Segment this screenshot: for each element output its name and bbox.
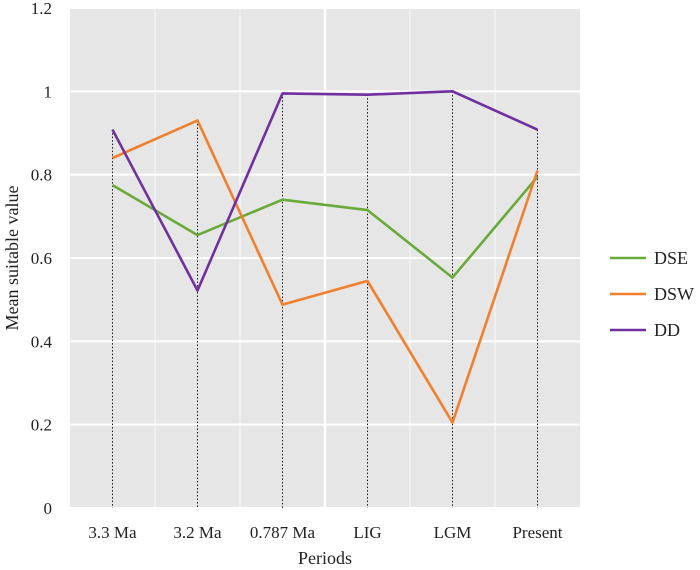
legend-label: DSW xyxy=(654,284,694,304)
drop-lines xyxy=(112,91,538,508)
y-tick-label: 0.2 xyxy=(31,416,52,435)
y-tick-label: 1 xyxy=(44,82,53,101)
x-tick-label: Present xyxy=(512,523,562,542)
legend-label: DSE xyxy=(654,248,688,268)
x-tick-label: LIG xyxy=(353,523,381,542)
legend: DSE DSW DD xyxy=(610,248,694,340)
grid-lines xyxy=(70,7,580,509)
x-tick-label: LGM xyxy=(434,523,472,542)
legend-label: DD xyxy=(654,320,680,340)
series-line-dse xyxy=(111,175,539,279)
y-axis-title: Mean suitable value xyxy=(2,186,22,331)
y-tick-label: 1.2 xyxy=(31,0,52,18)
series-line-dsw xyxy=(111,119,539,424)
x-tick-label: 3.2 Ma xyxy=(173,523,222,542)
y-tick-label: 0.6 xyxy=(31,249,52,268)
x-tick-label: 3.3 Ma xyxy=(88,523,137,542)
y-tick-label: 0 xyxy=(44,499,53,518)
x-axis-title: Periods xyxy=(298,548,352,568)
x-tick-labels: 3.3 Ma 3.2 Ma 0.787 Ma LIG LGM Present xyxy=(88,523,562,542)
series-line-dd xyxy=(111,90,539,292)
series-lines xyxy=(111,90,539,424)
y-tick-label: 0.8 xyxy=(31,166,52,185)
x-tick-label: 0.787 Ma xyxy=(250,523,316,542)
y-tick-label: 0.4 xyxy=(31,332,53,351)
y-tick-labels: 0 0.2 0.4 0.6 0.8 1 1.2 xyxy=(31,0,53,518)
